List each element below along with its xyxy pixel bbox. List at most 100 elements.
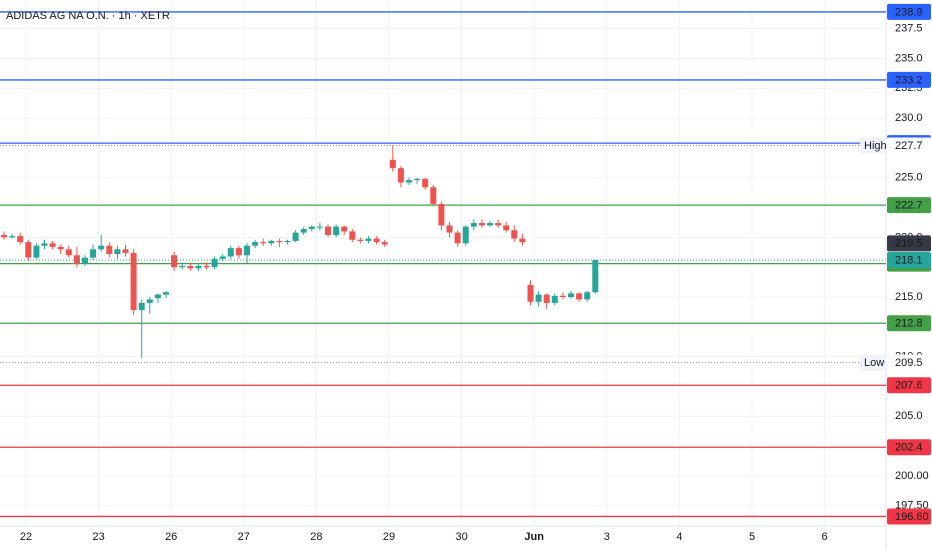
price-badge bbox=[887, 252, 931, 269]
price-badge-label: 202.4 bbox=[895, 442, 923, 454]
x-tick-label: 4 bbox=[676, 531, 682, 543]
x-tick-label: 30 bbox=[455, 531, 467, 543]
price-badge-label: 196.60 bbox=[895, 511, 929, 523]
candle-body bbox=[519, 238, 526, 243]
candle-body bbox=[422, 178, 429, 188]
candle-body bbox=[17, 236, 24, 243]
marker-badge bbox=[887, 137, 931, 154]
candle-body bbox=[98, 245, 105, 250]
price-badge-label: 207.6 bbox=[895, 380, 923, 392]
candle-body bbox=[244, 245, 250, 256]
candle-body bbox=[478, 223, 485, 226]
candle-body bbox=[57, 246, 64, 250]
candle-body bbox=[414, 178, 421, 181]
marker-name-box bbox=[860, 354, 887, 371]
candle-body bbox=[559, 295, 566, 297]
candle-body bbox=[138, 302, 145, 311]
candle-body bbox=[49, 243, 56, 247]
candle-body bbox=[227, 248, 234, 257]
candle-body bbox=[527, 285, 534, 302]
price-badge bbox=[887, 439, 931, 456]
price-badge bbox=[887, 3, 931, 20]
candle-body bbox=[397, 168, 404, 183]
candle-body bbox=[211, 258, 218, 268]
candle-body bbox=[357, 239, 364, 241]
price-badge bbox=[887, 197, 931, 214]
candle-body bbox=[122, 249, 129, 253]
x-tick-label: 26 bbox=[165, 531, 177, 543]
x-tick-label: 28 bbox=[310, 531, 322, 543]
candle-body bbox=[462, 226, 469, 244]
candle-body bbox=[543, 294, 550, 303]
candle-body bbox=[406, 180, 412, 183]
candle-body bbox=[487, 223, 493, 226]
candle-body bbox=[9, 236, 16, 238]
price-badge bbox=[887, 377, 931, 394]
candle-body bbox=[284, 240, 291, 243]
marker-value: 227.7 bbox=[895, 140, 923, 152]
marker-value: 209.5 bbox=[895, 357, 923, 369]
candle-body bbox=[90, 249, 97, 258]
candle-body bbox=[130, 252, 137, 311]
candle-body bbox=[438, 203, 445, 226]
marker-badge bbox=[887, 354, 931, 371]
candle-body bbox=[73, 255, 80, 264]
x-tick-label: 29 bbox=[383, 531, 395, 543]
candle-body bbox=[195, 265, 202, 269]
candle-body bbox=[82, 257, 88, 264]
price-badge bbox=[887, 315, 931, 332]
candle-body bbox=[551, 295, 558, 303]
candle-body bbox=[203, 265, 210, 268]
price-badge-label: 233.2 bbox=[895, 74, 923, 86]
price-badge bbox=[887, 508, 931, 525]
candle-body bbox=[584, 292, 591, 300]
candle-body bbox=[252, 242, 259, 246]
candle-body bbox=[219, 256, 226, 259]
candle-body bbox=[146, 299, 153, 303]
candle-body bbox=[235, 248, 242, 256]
candle-body bbox=[308, 226, 315, 230]
candle-body bbox=[292, 232, 299, 241]
candle-body bbox=[454, 232, 461, 244]
candle-body bbox=[592, 260, 599, 293]
candle-body bbox=[154, 294, 161, 299]
x-tick-label: 27 bbox=[238, 531, 250, 543]
candle-body bbox=[365, 238, 372, 241]
candle-body bbox=[171, 255, 178, 268]
candle-body bbox=[25, 242, 32, 258]
price-badge bbox=[887, 71, 931, 88]
candle-body bbox=[187, 265, 194, 269]
candle-body bbox=[495, 223, 502, 226]
x-tick-label: 23 bbox=[92, 531, 104, 543]
candle-body bbox=[316, 226, 323, 228]
candle-body bbox=[163, 292, 169, 295]
candle-body bbox=[65, 249, 72, 256]
candle-body bbox=[114, 249, 121, 255]
chart-title: ADIDAS AG NA O.N. · 1h · XETR bbox=[6, 10, 170, 22]
y-tick-label: 215.0 bbox=[895, 291, 923, 303]
price-badge-label: 218.1 bbox=[895, 254, 923, 266]
candle-body bbox=[576, 293, 583, 300]
candle-body bbox=[268, 240, 275, 244]
x-tick-label: 5 bbox=[749, 531, 755, 543]
x-tick-label: 3 bbox=[604, 531, 610, 543]
candle-body bbox=[341, 226, 348, 232]
candle-body bbox=[535, 294, 542, 302]
candle-body bbox=[276, 240, 283, 243]
candle-body bbox=[41, 243, 48, 246]
price-badge bbox=[887, 235, 931, 252]
y-tick-label: 235.0 bbox=[895, 52, 923, 64]
candle-body bbox=[430, 187, 437, 204]
x-tick-label: 6 bbox=[822, 531, 828, 543]
candle-body bbox=[446, 225, 453, 233]
y-tick-label: 230.0 bbox=[895, 112, 923, 124]
candle-body bbox=[349, 231, 356, 240]
candle-body bbox=[33, 245, 40, 258]
candle-body bbox=[106, 245, 113, 255]
y-tick-label: 200.00 bbox=[895, 470, 929, 482]
candle-body bbox=[470, 223, 477, 227]
price-badge-label: 212.8 bbox=[895, 318, 923, 330]
candle-body bbox=[511, 230, 518, 239]
